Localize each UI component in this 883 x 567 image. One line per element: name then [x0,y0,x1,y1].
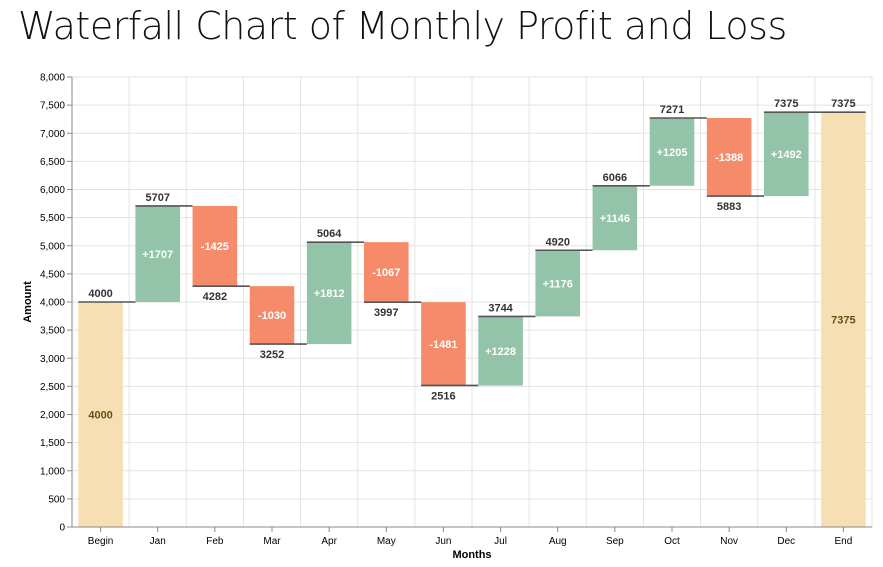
bar-nov [706,118,752,197]
x-tick-label: Oct [664,536,680,547]
running-total-label: 7271 [660,104,684,116]
y-tick-label: 7,500 [40,101,65,112]
chart-title: Waterfall Chart of Monthly Profit and Lo… [18,4,787,48]
running-total-label: 4920 [545,236,569,248]
y-tick-label: 1,500 [40,438,65,449]
x-tick-label: Jul [494,536,507,547]
x-tick-label: Jun [435,536,451,547]
bar-value-label: +1176 [543,278,573,290]
bar-oct [649,118,695,186]
bar-value-label: -1388 [715,152,743,164]
x-tick-label: Begin [88,536,114,547]
bar-jan [135,205,180,302]
running-total-label: 4000 [88,288,112,300]
x-tick-label: Sep [606,536,624,547]
bar-value-label: -1425 [201,241,229,253]
bar-apr [306,242,352,345]
bar-value-label: 7375 [831,315,855,327]
x-tick-label: May [377,536,396,547]
bar-value-label: -1030 [258,310,286,322]
y-tick-label: 8,000 [40,73,65,84]
bar-sep [592,185,638,251]
y-tick-label: 3,500 [40,326,65,337]
bar-value-label: -1481 [429,339,457,351]
bar-value-label: +1492 [771,149,802,161]
bar-value-label: +1812 [314,288,345,300]
running-total-label: 5707 [145,192,169,204]
running-total-label: 5064 [317,228,342,240]
running-total-label: 4282 [203,291,227,303]
y-tick-label: 6,000 [40,185,65,196]
running-total-label: 3997 [374,307,398,319]
y-tick-label: 2,000 [40,410,65,421]
y-tick-label: 2,500 [40,382,65,393]
bar-end [821,112,866,527]
y-tick-label: 3,000 [40,354,65,365]
y-tick-label: 0 [59,523,65,534]
running-total-label: 7375 [831,98,855,110]
running-total-label: 5883 [717,201,741,213]
y-tick-label: 7,000 [40,129,65,140]
x-axis-title: Months [452,549,491,561]
bar-value-label: -1067 [372,267,400,279]
bar-jun [421,302,466,386]
bar-feb [192,205,238,287]
x-tick-label: Dec [777,536,795,547]
x-tick-label: Apr [321,536,337,547]
bar-value-label: 4000 [88,410,112,422]
running-total-label: 3252 [260,349,284,361]
x-tick-label: End [835,536,853,547]
y-axis-title: Amount [22,281,34,323]
y-tick-label: 4,000 [40,298,65,309]
bar-aug [535,250,580,317]
bar-dec [764,112,809,197]
bar-value-label: +1228 [485,346,516,358]
y-tick-label: 5,500 [40,213,65,224]
x-tick-label: Jan [150,536,166,547]
bar-begin [78,302,123,527]
x-tick-label: Nov [720,536,738,547]
bar-labels: 4000 4000 5707 +1707 4282 -1425 3252 -1030 5064 +… [88,98,855,421]
bars [78,112,866,527]
y-tick-label: 6,500 [40,157,65,168]
y-tick-label: 4,500 [40,269,65,280]
bar-value-label: +1205 [657,147,688,159]
y-tick-label: 500 [48,494,65,505]
x-tick-label: Aug [549,536,567,547]
connectors [78,111,866,387]
grid-lines [71,76,873,528]
axes: 0 500 1,000 1,500 2,000 2,500 3,000 3,500 4,000 4… [40,73,872,547]
bar-value-label: +1146 [600,213,630,225]
y-tick-label: 1,000 [40,466,65,477]
bar-jul [478,316,523,386]
bar-mar [249,286,295,345]
running-total-label: 3744 [488,302,513,314]
y-tick-label: 5,000 [40,241,65,252]
x-tick-label: Feb [206,536,224,547]
running-total-label: 7375 [774,98,798,110]
running-total-label: 6066 [603,172,627,184]
bar-value-label: +1707 [142,249,173,261]
running-total-label: 2516 [431,390,455,402]
x-tick-label: Mar [263,536,281,547]
bar-may [364,242,409,303]
